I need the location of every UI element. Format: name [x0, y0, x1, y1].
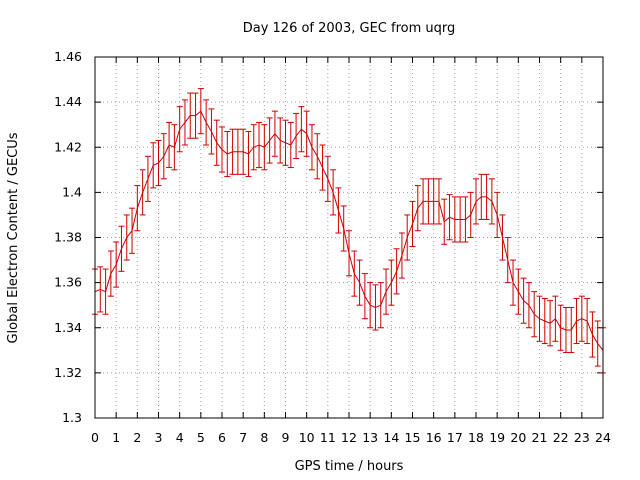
x-tick-label: 13	[362, 430, 378, 445]
chart-title: Day 126 of 2003, GEC from uqrg	[243, 21, 456, 36]
x-tick-label: 4	[176, 430, 184, 445]
y-tick-label: 1.46	[54, 49, 82, 64]
y-tick-label: 1.38	[54, 230, 82, 245]
x-tick-label: 3	[155, 430, 163, 445]
x-tick-label: 0	[91, 430, 99, 445]
x-tick-label: 22	[553, 430, 569, 445]
x-tick-label: 7	[239, 430, 247, 445]
x-tick-label: 23	[574, 430, 590, 445]
x-tick-label: 19	[489, 430, 505, 445]
x-tick-label: 14	[383, 430, 399, 445]
x-tick-label: 15	[405, 430, 421, 445]
x-tick-label: 2	[133, 430, 141, 445]
x-tick-label: 16	[426, 430, 442, 445]
x-tick-label: 24	[595, 430, 611, 445]
y-tick-label: 1.36	[54, 275, 82, 290]
x-tick-label: 20	[510, 430, 526, 445]
x-tick-label: 21	[532, 430, 548, 445]
series-line	[94, 110, 604, 351]
x-tick-label: 18	[468, 430, 484, 445]
x-tick-label: 9	[282, 430, 290, 445]
x-tick-label: 8	[260, 430, 268, 445]
x-tick-label: 5	[197, 430, 205, 445]
y-tick-label: 1.32	[54, 365, 82, 380]
y-tick-label: 1.44	[54, 94, 82, 109]
x-tick-labels: 0 1 2 3 4 5 6 7 8 9 10 11 12 13 14 15 16 17 18 19 20 21 22 23 24	[91, 430, 611, 445]
y-tick-label: 1.34	[54, 320, 82, 335]
x-tick-label: 11	[320, 430, 336, 445]
x-tick-label: 6	[218, 430, 226, 445]
y-tick-label: 1.4	[62, 184, 82, 199]
gec-series	[92, 88, 606, 374]
grid-lines	[95, 57, 603, 418]
y-axis-label: Global Electron Content / GECUs	[6, 132, 21, 343]
y-tick-label: 1.3	[62, 410, 82, 425]
y-tick-labels: 1.3 1.32 1.34 1.36 1.38 1.4 1.42 1.44 1.46	[54, 49, 82, 425]
x-tick-label: 1	[112, 430, 120, 445]
x-axis-label: GPS time / hours	[295, 459, 404, 474]
y-tick-label: 1.42	[54, 139, 82, 154]
x-tick-label: 17	[447, 430, 463, 445]
x-tick-label: 10	[299, 430, 315, 445]
plot-frame	[94, 56, 604, 419]
x-tick-label: 12	[341, 430, 357, 445]
